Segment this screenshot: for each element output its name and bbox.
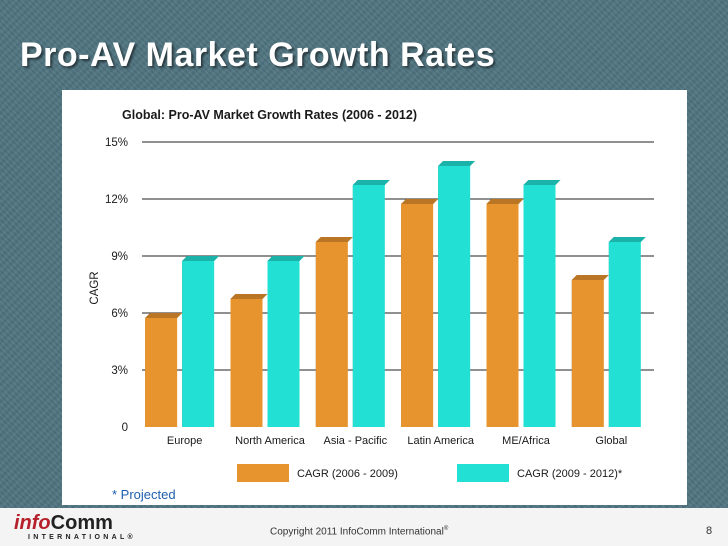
bar [523,185,556,427]
bar-top [352,180,390,185]
y-tick-label: 3% [111,365,128,377]
bar [401,204,434,427]
category-label: ME/Africa [502,435,551,447]
chart-panel: Global: Pro-AV Market Growth Rates (2006… [62,90,687,505]
category-labels: Europe North America Asia - Pacific Latin A… [167,435,627,447]
bar-top [182,256,220,261]
bar-top [486,199,524,204]
bars [145,161,646,427]
legend-swatch [457,464,509,482]
bar [608,242,641,427]
bar-chart: Global: Pro-AV Market Growth Rates (2006… [89,108,654,482]
y-tick-label: 9% [111,251,128,263]
page-number: 8 [706,525,713,537]
category-label: Asia - Pacific [324,435,388,447]
slide-title: Pro-AV Market Growth Rates [20,36,496,74]
footer-bar [0,508,728,546]
bar [182,261,215,427]
bar-top [438,161,476,166]
infocomm-logo: infoComm INTERNATIONAL® [14,512,137,541]
y-tick-label: 12% [105,194,128,206]
y-tick-label: 15% [105,137,128,149]
bar [352,185,385,427]
category-label: Latin America [407,435,475,447]
y-axis-label: CAGR [89,271,101,304]
category-label: North America [235,435,306,447]
bar-top [608,237,646,242]
bar [315,242,348,427]
legend-label: CAGR (2006 - 2009) [297,468,398,480]
bar [438,166,471,427]
category-label: Europe [167,435,202,447]
chart-title: Global: Pro-AV Market Growth Rates (2006… [122,108,417,122]
y-tick-labels: 0 3% 6% 9% 12% 15% [105,137,128,434]
bar-top [401,199,439,204]
bar [230,299,263,427]
legend-label: CAGR (2009 - 2012)* [517,468,623,480]
projected-footnote: * Projected [112,487,176,502]
bar-top [523,180,561,185]
bar-top [267,256,305,261]
legend-swatch [237,464,289,482]
gridlines [142,141,654,371]
bar-top [145,313,183,318]
bar [145,318,178,427]
y-tick-label: 6% [111,308,128,320]
y-tick-label: 0 [122,422,128,434]
bar-top [315,237,353,242]
bar-top [571,275,609,280]
bar [486,204,519,427]
category-label: Global [595,435,627,447]
copyright-text: Copyright 2011 InfoComm International® [270,526,449,538]
bar [267,261,300,427]
legend: CAGR (2006 - 2009) CAGR (2009 - 2012)* [237,464,623,482]
bar-top [230,294,268,299]
bar [571,280,604,427]
